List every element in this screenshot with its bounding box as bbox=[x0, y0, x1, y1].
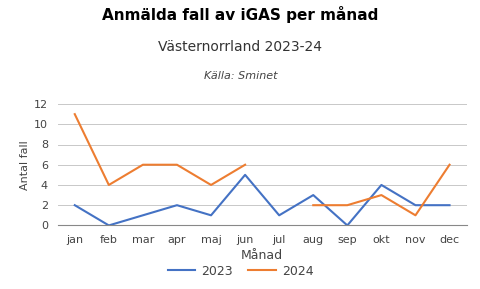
Y-axis label: Antal fall: Antal fall bbox=[20, 140, 30, 190]
2024 bbox=[106, 183, 111, 187]
2023 bbox=[276, 214, 281, 217]
2023 bbox=[242, 173, 248, 177]
Text: Anmälda fall av iGAS per månad: Anmälda fall av iGAS per månad bbox=[102, 6, 378, 23]
2023 bbox=[208, 214, 214, 217]
2023 bbox=[72, 203, 77, 207]
Line: 2024: 2024 bbox=[74, 114, 449, 215]
Line: 2023: 2023 bbox=[74, 175, 449, 225]
2024 bbox=[310, 203, 315, 207]
Text: Västernorrland 2023-24: Västernorrland 2023-24 bbox=[158, 40, 322, 54]
2023 bbox=[378, 183, 384, 187]
X-axis label: Månad: Månad bbox=[240, 249, 283, 262]
2023 bbox=[412, 203, 418, 207]
2024 bbox=[72, 112, 77, 116]
2023 bbox=[446, 203, 452, 207]
2024 bbox=[208, 183, 214, 187]
2024 bbox=[344, 203, 349, 207]
2024 bbox=[412, 214, 418, 217]
2024 bbox=[174, 163, 180, 166]
2023 bbox=[174, 203, 180, 207]
2024 bbox=[242, 163, 248, 166]
2023 bbox=[140, 214, 145, 217]
2023 bbox=[106, 224, 111, 227]
2024 bbox=[446, 163, 452, 166]
Text: Källa: Sminet: Källa: Sminet bbox=[204, 71, 276, 81]
2023 bbox=[310, 193, 315, 197]
2023 bbox=[344, 224, 349, 227]
Legend: 2023, 2024: 2023, 2024 bbox=[162, 260, 318, 283]
2024 bbox=[378, 193, 384, 197]
2024 bbox=[140, 163, 145, 166]
